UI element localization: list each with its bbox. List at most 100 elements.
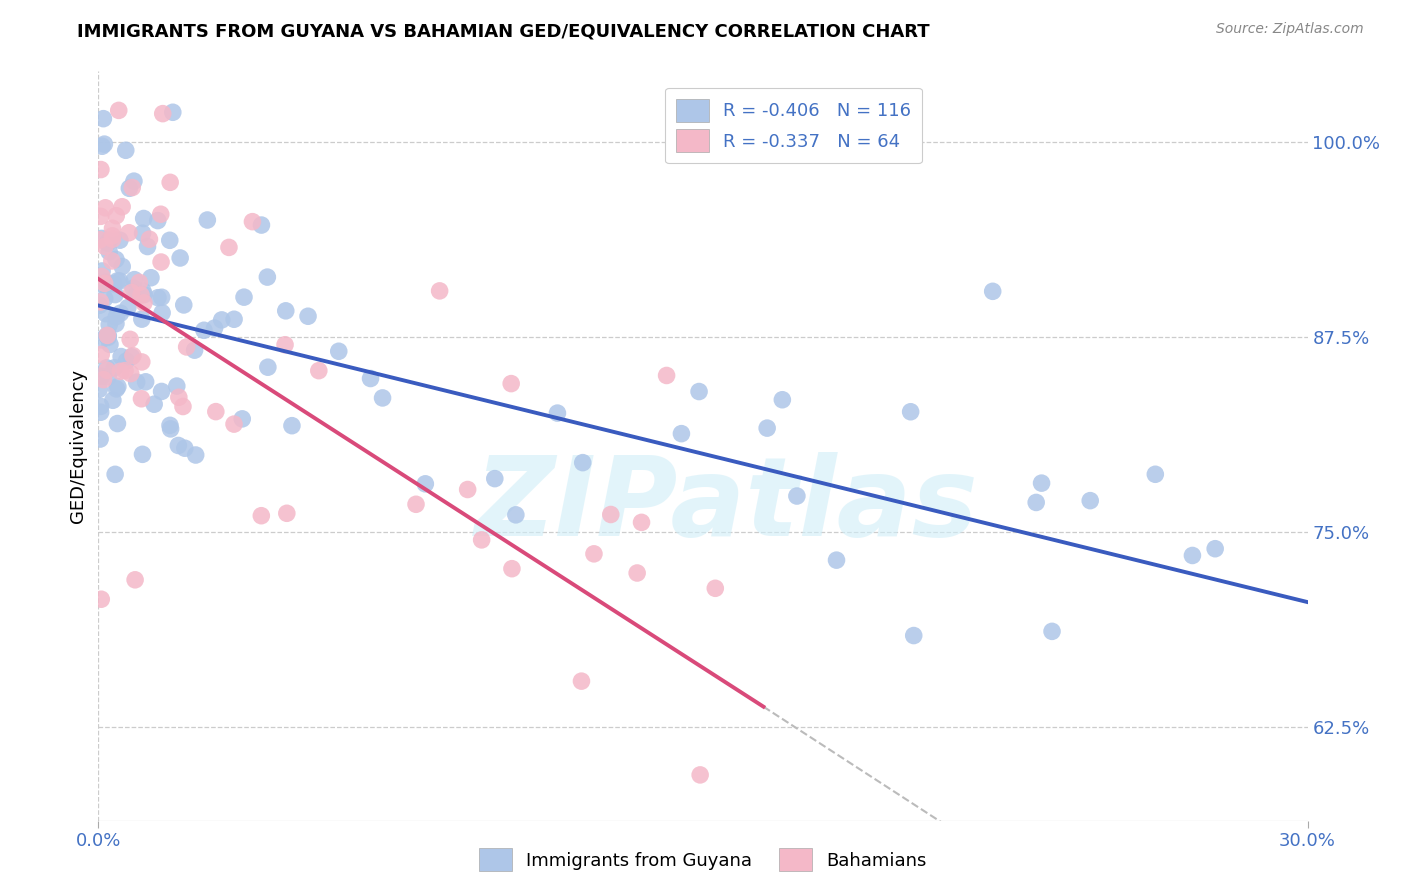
Point — [150, 384, 173, 399]
Point — [152, 106, 174, 120]
Point — [211, 313, 233, 327]
Point — [167, 438, 190, 452]
Point — [90, 592, 112, 607]
Point — [195, 213, 218, 227]
Point — [90, 294, 112, 309]
Point — [93, 373, 115, 387]
Point — [193, 323, 215, 337]
Point — [104, 317, 127, 331]
Point — [599, 508, 621, 522]
Point — [297, 310, 319, 324]
Point — [204, 321, 226, 335]
Point — [233, 290, 256, 304]
Point — [981, 285, 1004, 299]
Point — [183, 343, 205, 358]
Point — [121, 285, 143, 300]
Point — [150, 306, 173, 320]
Point — [96, 328, 118, 343]
Point — [104, 287, 127, 301]
Point — [124, 573, 146, 587]
Point — [90, 405, 112, 419]
Point — [134, 287, 156, 301]
Point — [571, 456, 593, 470]
Point — [274, 303, 297, 318]
Point — [169, 251, 191, 265]
Point — [98, 318, 121, 332]
Point — [172, 400, 194, 414]
Point — [105, 310, 128, 324]
Point — [98, 234, 121, 248]
Point — [242, 214, 264, 228]
Point — [122, 281, 145, 295]
Point — [484, 472, 506, 486]
Point — [120, 367, 142, 381]
Point — [756, 421, 779, 435]
Point — [96, 328, 118, 343]
Point — [89, 432, 111, 446]
Point — [129, 288, 152, 302]
Point — [222, 417, 245, 431]
Point — [689, 768, 711, 782]
Point — [107, 274, 129, 288]
Point — [1204, 541, 1226, 556]
Point — [429, 284, 451, 298]
Point — [1025, 495, 1047, 509]
Point — [328, 344, 350, 359]
Point — [360, 371, 382, 385]
Point — [101, 393, 124, 408]
Point — [89, 233, 111, 247]
Point — [825, 553, 848, 567]
Point — [173, 298, 195, 312]
Point — [457, 483, 479, 497]
Point — [114, 363, 136, 377]
Point — [122, 174, 145, 188]
Point — [630, 516, 652, 530]
Point — [166, 379, 188, 393]
Point — [96, 360, 118, 375]
Point — [111, 260, 134, 274]
Point — [89, 298, 111, 312]
Point — [94, 201, 117, 215]
Point — [90, 369, 112, 384]
Point — [770, 392, 793, 407]
Point — [546, 406, 568, 420]
Point — [108, 233, 131, 247]
Point — [135, 375, 157, 389]
Point — [97, 330, 120, 344]
Point — [162, 105, 184, 120]
Point — [250, 508, 273, 523]
Point — [93, 277, 115, 291]
Point — [131, 355, 153, 369]
Point — [98, 337, 121, 351]
Point — [124, 273, 146, 287]
Point — [132, 211, 155, 226]
Point — [167, 390, 190, 404]
Point — [91, 139, 114, 153]
Point — [101, 221, 124, 235]
Point — [256, 270, 278, 285]
Point — [118, 181, 141, 195]
Point — [107, 417, 129, 431]
Point — [704, 582, 727, 596]
Point — [1181, 549, 1204, 563]
Point — [671, 426, 693, 441]
Point — [122, 349, 145, 363]
Point — [626, 566, 648, 580]
Point — [93, 137, 115, 152]
Point — [118, 226, 141, 240]
Point — [131, 226, 153, 240]
Point — [91, 277, 114, 292]
Point — [103, 277, 125, 291]
Point — [115, 354, 138, 368]
Point — [111, 200, 134, 214]
Point — [132, 296, 155, 310]
Point — [104, 467, 127, 482]
Point — [131, 392, 153, 406]
Point — [501, 376, 523, 391]
Point — [218, 240, 240, 254]
Point — [136, 239, 159, 253]
Point — [101, 228, 124, 243]
Point — [274, 337, 297, 351]
Point — [1144, 467, 1167, 482]
Point — [176, 340, 198, 354]
